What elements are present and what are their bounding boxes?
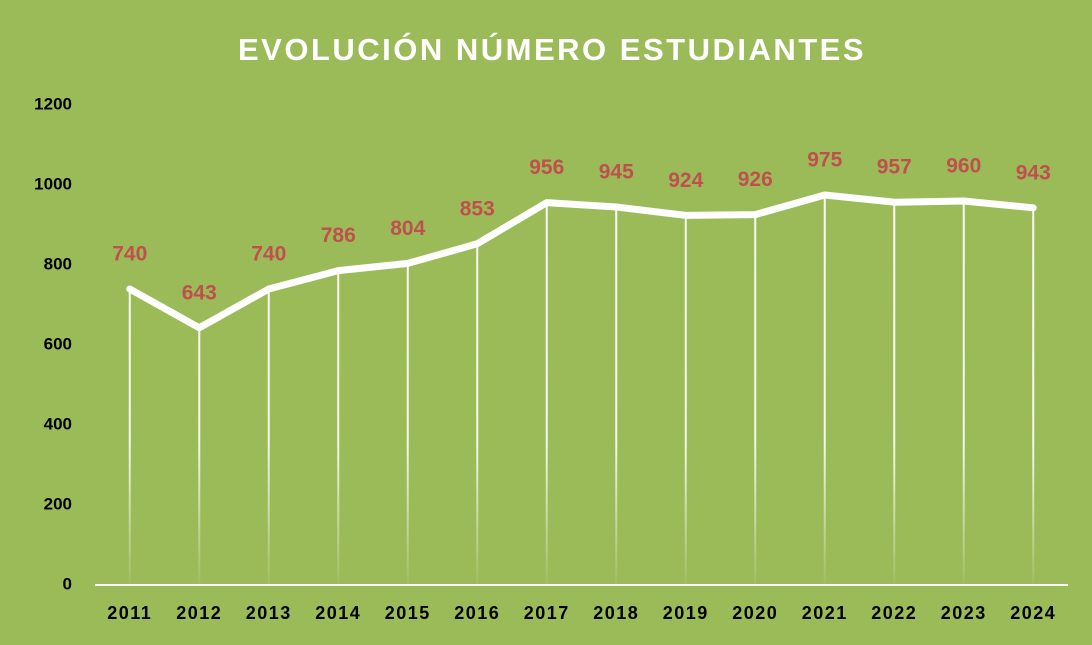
x-tick-label: 2018 bbox=[593, 603, 639, 623]
x-tick-label: 2022 bbox=[871, 603, 917, 623]
data-label: 804 bbox=[390, 217, 425, 240]
y-tick-label: 0 bbox=[63, 574, 72, 593]
chart-title: EVOLUCIÓN NÚMERO ESTUDIANTES bbox=[238, 31, 866, 67]
x-tick-label: 2015 bbox=[385, 603, 431, 623]
y-tick-label: 600 bbox=[44, 334, 72, 353]
y-tick-label: 800 bbox=[44, 254, 72, 273]
y-tick-label: 1000 bbox=[34, 174, 72, 193]
y-tick-label: 1200 bbox=[34, 94, 72, 113]
y-tick-label: 400 bbox=[44, 414, 72, 433]
y-tick-label: 200 bbox=[44, 494, 72, 513]
x-tick-label: 2016 bbox=[454, 603, 500, 623]
data-label: 786 bbox=[321, 224, 356, 247]
x-tick-label: 2013 bbox=[246, 603, 292, 623]
data-label: 945 bbox=[599, 161, 634, 184]
data-label: 924 bbox=[668, 169, 703, 192]
data-label: 643 bbox=[182, 281, 217, 304]
x-tick-label: 2011 bbox=[107, 603, 152, 623]
data-label: 740 bbox=[112, 243, 147, 266]
data-label: 960 bbox=[946, 155, 981, 178]
data-label: 853 bbox=[460, 197, 495, 220]
data-label: 957 bbox=[877, 156, 912, 179]
data-label: 943 bbox=[1016, 161, 1051, 184]
data-label: 740 bbox=[251, 243, 286, 266]
data-label: 956 bbox=[529, 156, 564, 179]
x-tick-label: 2019 bbox=[663, 603, 709, 623]
x-tick-label: 2020 bbox=[732, 603, 778, 623]
data-label: 975 bbox=[807, 149, 842, 172]
x-tick-label: 2023 bbox=[941, 603, 987, 623]
x-tick-label: 2012 bbox=[176, 603, 222, 623]
data-label: 926 bbox=[738, 168, 773, 191]
x-tick-label: 2014 bbox=[315, 603, 361, 623]
x-tick-label: 2024 bbox=[1010, 603, 1056, 623]
line bbox=[126, 191, 1037, 332]
x-tick-label: 2017 bbox=[524, 603, 570, 623]
x-tick-label: 2021 bbox=[802, 603, 848, 623]
